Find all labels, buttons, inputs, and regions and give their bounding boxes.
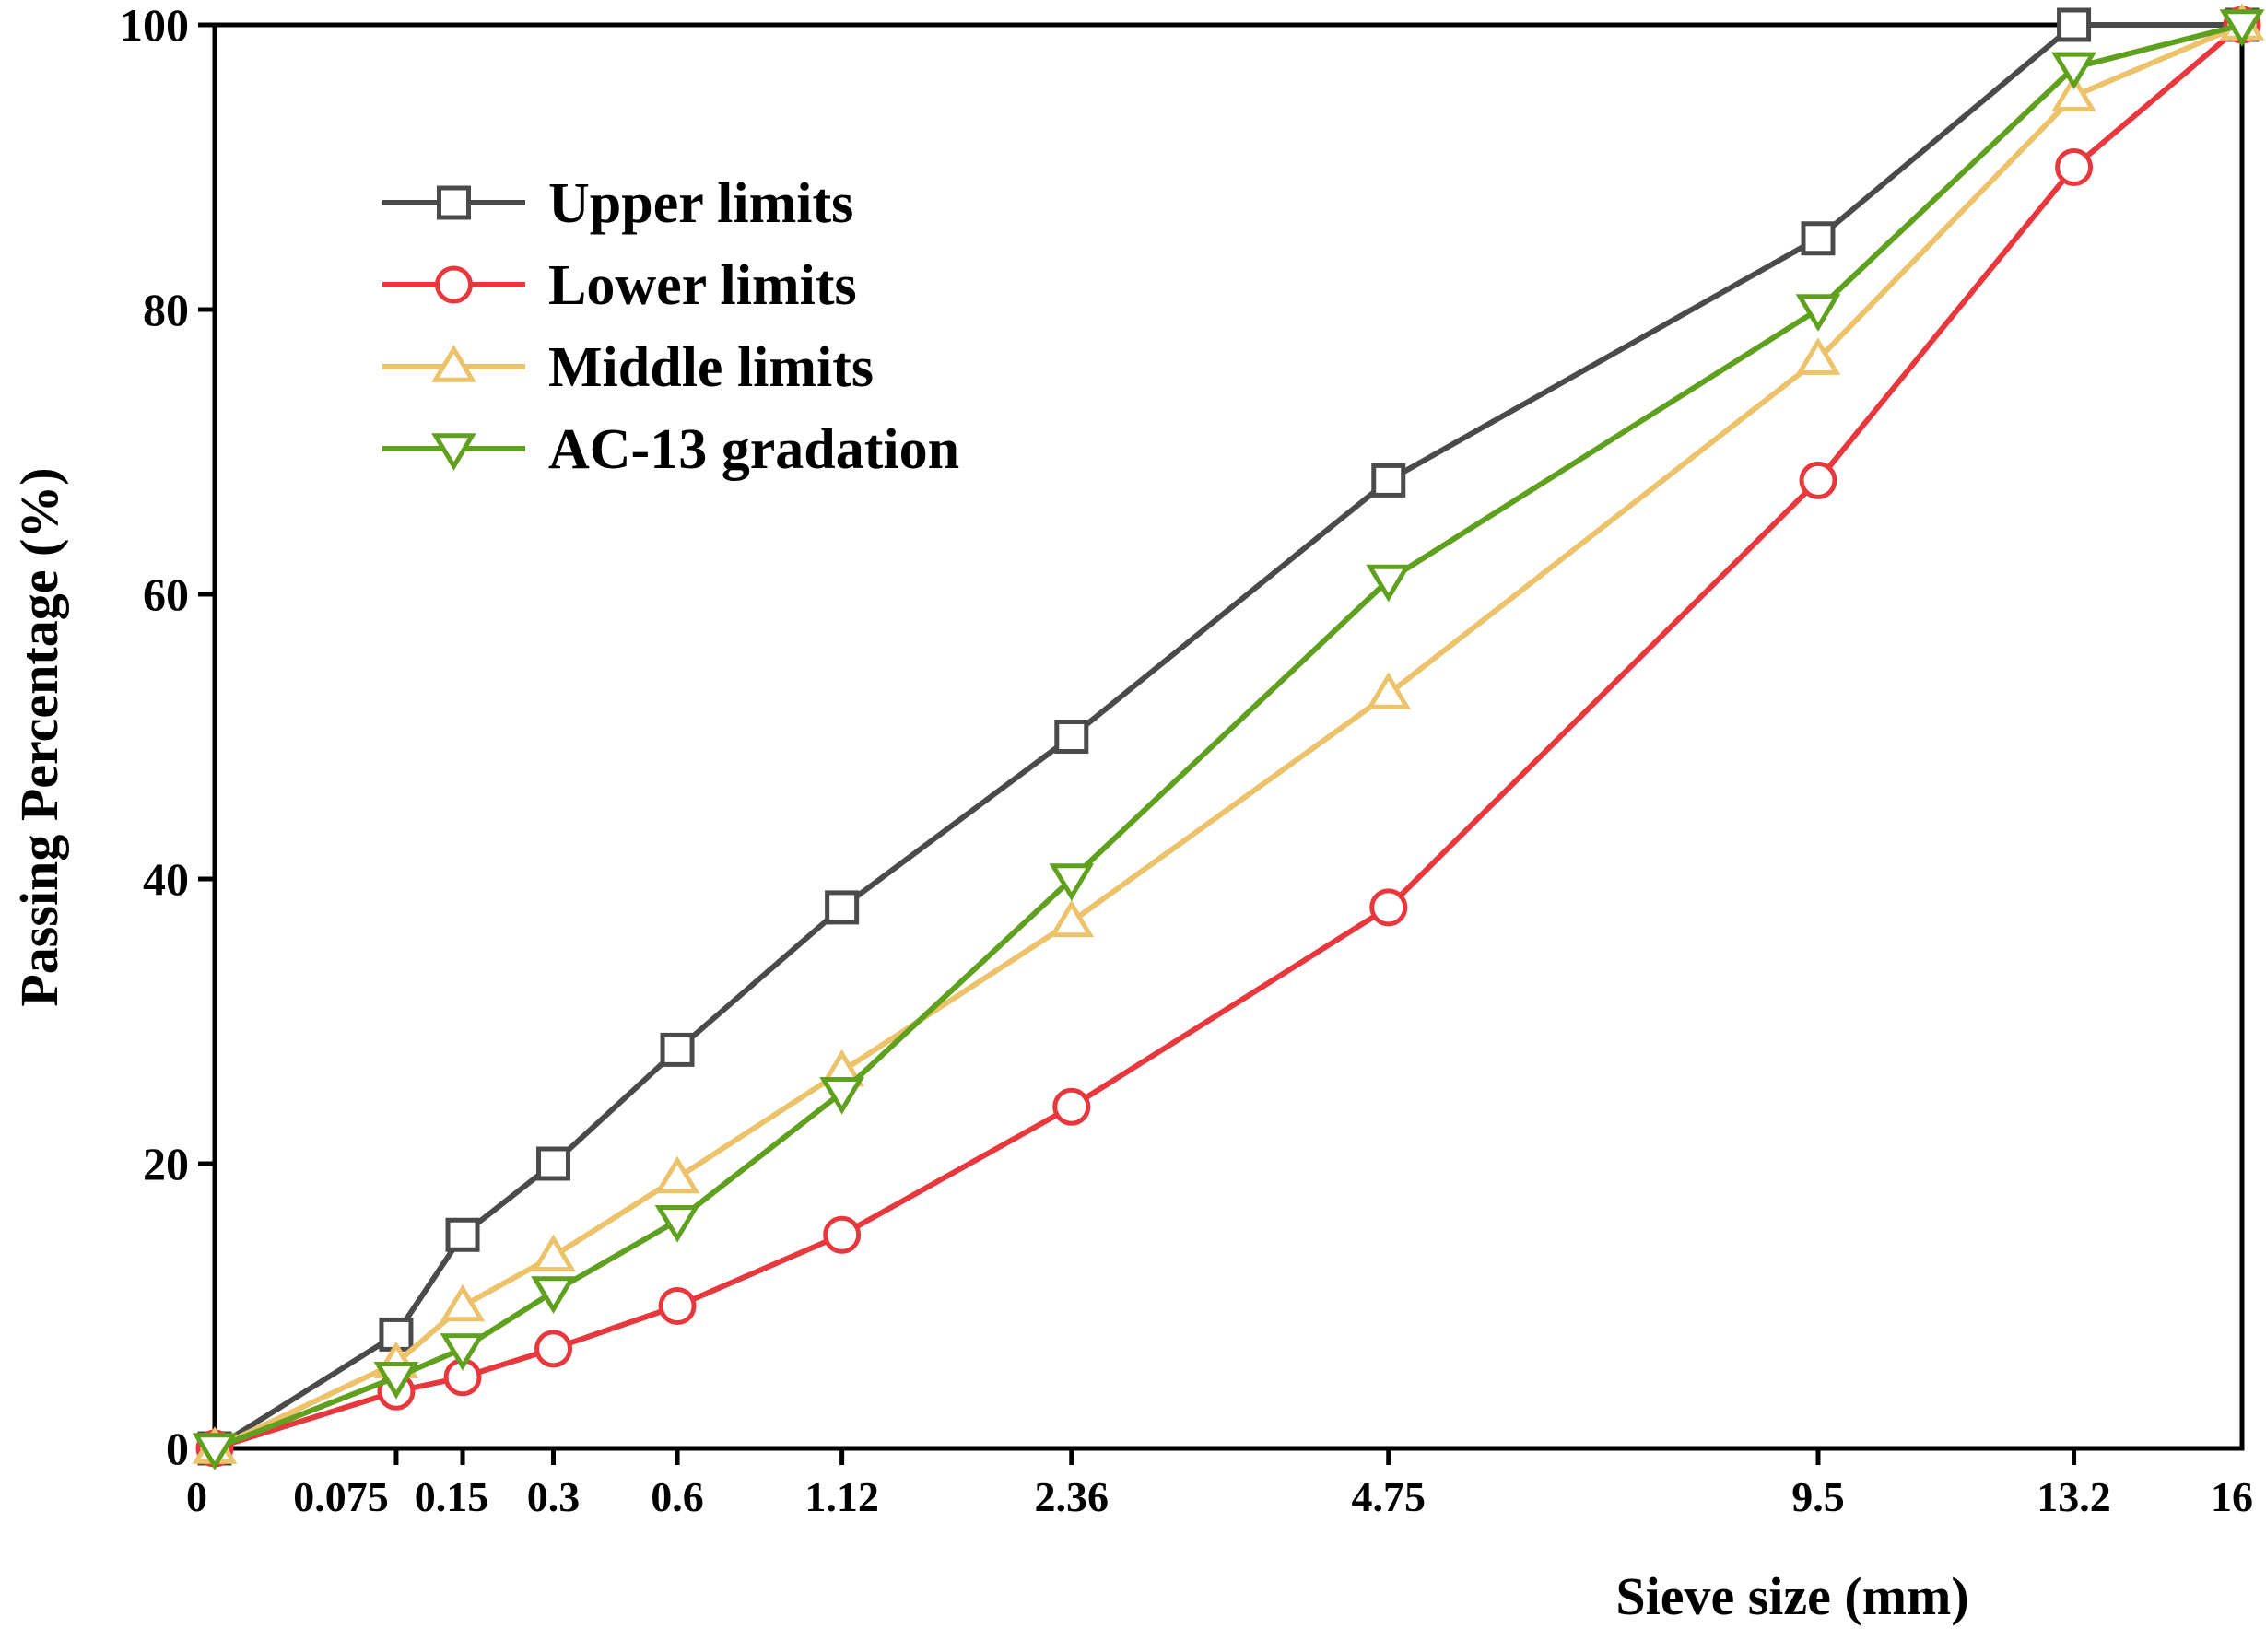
legend-marker-lower-limits [435, 265, 473, 304]
y-tick-label-80: 80 [143, 284, 189, 335]
y-tick-label-40: 40 [143, 853, 189, 905]
legend-item-lower-limits: Lower limits [382, 254, 857, 317]
y-tick-label-100: 100 [120, 0, 189, 51]
data-point-lower-limits-9 [2055, 148, 2094, 186]
data-point-lower-limits-7 [1369, 888, 1408, 927]
x-tick-label-0: 0 [186, 1473, 207, 1520]
data-point-lower-limits-5 [823, 1215, 862, 1254]
data-point-ac-13-gradation-3 [531, 1276, 576, 1314]
x-axis-title: Sieve size (mm) [1615, 1566, 1968, 1626]
data-point-upper-limits-6 [1054, 720, 1089, 754]
data-point-ac-13-gradation-7 [1366, 564, 1412, 603]
legend-label-ac-13-gradation: AC-13 gradation [548, 418, 959, 481]
series-line-middle-limits [213, 22, 2244, 1451]
data-point-ac-13-gradation-1 [373, 1362, 419, 1400]
legend-item-ac-13-gradation: AC-13 gradation [382, 418, 959, 481]
legend-label-middle-limits: Middle limits [548, 336, 874, 399]
x-tick-label-0-075: 0.075 [293, 1473, 389, 1520]
plot-area-frame [212, 22, 2245, 1451]
data-point-upper-limits-2 [445, 1217, 480, 1252]
y-tick-label-60: 60 [143, 568, 189, 620]
data-point-upper-limits-3 [536, 1146, 571, 1181]
x-tick-label-1-12: 1.12 [804, 1473, 879, 1520]
data-point-ac-13-gradation-8 [1795, 294, 1841, 332]
data-point-lower-limits-8 [1799, 461, 1837, 499]
data-point-middle-limits-2 [440, 1283, 486, 1322]
data-point-upper-limits-9 [2057, 7, 2092, 42]
legend-item-middle-limits: Middle limits [382, 336, 874, 399]
legend-label-upper-limits: Upper limits [548, 172, 853, 235]
data-point-middle-limits-7 [1366, 672, 1412, 709]
x-tick-label-16: 16 [2211, 1473, 2253, 1520]
data-point-lower-limits-4 [658, 1287, 697, 1325]
data-point-lower-limits-6 [1052, 1087, 1091, 1126]
y-axis: 0 20 40 60 80 100 [120, 0, 215, 1474]
y-axis-title: Passing Percentage (%) [9, 467, 69, 1006]
data-point-ac-13-gradation-6 [1049, 863, 1095, 901]
data-point-upper-limits-8 [1801, 221, 1836, 256]
y-tick-label-20: 20 [143, 1138, 189, 1189]
data-point-ac-13-gradation-2 [440, 1333, 486, 1371]
x-tick-label-0-3: 0.3 [527, 1473, 581, 1520]
legend: Upper limits Lower limits Middle limits AC-… [382, 172, 959, 481]
x-tick-label-13-2: 13.2 [2037, 1473, 2111, 1520]
data-point-ac-13-gradation-4 [654, 1205, 700, 1243]
x-tick-label-0-6: 0.6 [651, 1473, 704, 1520]
legend-item-upper-limits: Upper limits [382, 172, 853, 235]
data-point-middle-limits-9 [2051, 74, 2096, 111]
data-point-upper-limits-4 [660, 1032, 695, 1067]
data-point-ac-13-gradation-10 [2219, 9, 2265, 47]
x-tick-label-2-36: 2.36 [1035, 1473, 1110, 1520]
x-tick-label-0-15: 0.15 [415, 1473, 489, 1520]
data-point-lower-limits-3 [534, 1330, 573, 1368]
x-tick-label-9-5: 9.5 [1791, 1473, 1845, 1520]
data-point-upper-limits-5 [825, 890, 860, 925]
data-point-middle-limits-6 [1049, 899, 1095, 938]
x-tick-label-4-75: 4.75 [1351, 1473, 1426, 1520]
data-point-upper-limits-7 [1371, 463, 1406, 498]
data-point-middle-limits-4 [654, 1155, 700, 1194]
series-ac-13-gradation [192, 9, 2265, 1470]
legend-marker-middle-limits [431, 345, 476, 382]
y-tick-label-0: 0 [166, 1423, 189, 1474]
series-layer [192, 3, 2265, 1470]
legend-marker-ac-13-gradation [431, 433, 476, 471]
data-point-middle-limits-8 [1795, 337, 1841, 375]
data-point-ac-13-gradation-0 [192, 1433, 238, 1470]
x-axis: 0 0.075 0.15 0.3 0.6 1.12 2.36 4.75 9.5 13.2 16 [186, 1448, 2253, 1520]
data-point-ac-13-gradation-5 [819, 1077, 865, 1115]
legend-marker-upper-limits [437, 185, 471, 220]
data-point-ac-13-gradation-9 [2051, 52, 2096, 90]
data-point-middle-limits-3 [531, 1234, 576, 1272]
series-upper-limits [197, 7, 2260, 1466]
legend-label-lower-limits: Lower limits [548, 254, 857, 317]
